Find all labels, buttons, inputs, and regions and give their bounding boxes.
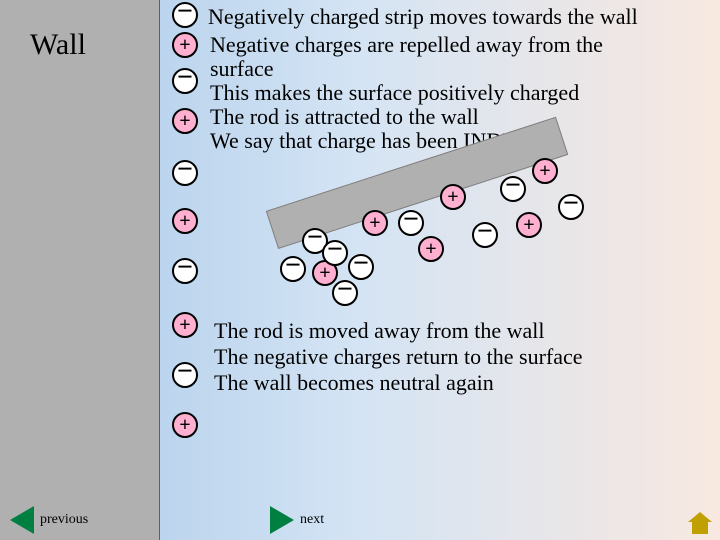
plus-charge-icon: + bbox=[172, 32, 198, 58]
minus-charge-icon: − bbox=[398, 210, 424, 236]
minus-charge-icon: − bbox=[172, 68, 198, 94]
arrow-left-icon bbox=[10, 506, 34, 534]
plus-charge-icon: + bbox=[532, 158, 558, 184]
caption-line: Negatively charged strip moves towards t… bbox=[208, 4, 638, 30]
plus-charge-icon: + bbox=[172, 312, 198, 338]
minus-charge-icon: − bbox=[172, 2, 198, 28]
next-label: next bbox=[300, 512, 324, 528]
minus-charge-icon: − bbox=[558, 194, 584, 220]
plus-charge-icon: + bbox=[362, 210, 388, 236]
caption-line: This makes the surface positively charge… bbox=[210, 80, 579, 106]
minus-charge-icon: − bbox=[172, 258, 198, 284]
caption-line: The rod is attracted to the wall bbox=[210, 104, 479, 130]
minus-charge-icon: − bbox=[348, 254, 374, 280]
plus-charge-icon: + bbox=[418, 236, 444, 262]
plus-charge-icon: + bbox=[172, 412, 198, 438]
caption-line: Negative charges are repelled away from … bbox=[210, 32, 603, 58]
caption-line: The rod is moved away from the wall bbox=[214, 318, 545, 344]
caption-line: surface bbox=[210, 56, 274, 82]
home-icon[interactable] bbox=[688, 512, 712, 534]
plus-charge-icon: + bbox=[172, 108, 198, 134]
minus-charge-icon: − bbox=[172, 362, 198, 388]
caption-line: The wall becomes neutral again bbox=[214, 370, 494, 396]
minus-charge-icon: − bbox=[322, 240, 348, 266]
minus-charge-icon: − bbox=[332, 280, 358, 306]
previous-label: previous bbox=[40, 512, 88, 528]
minus-charge-icon: − bbox=[172, 160, 198, 186]
plus-charge-icon: + bbox=[440, 184, 466, 210]
wall-label: Wall bbox=[30, 28, 86, 62]
previous-button[interactable]: previous bbox=[10, 506, 88, 534]
minus-charge-icon: − bbox=[500, 176, 526, 202]
plus-charge-icon: + bbox=[516, 212, 542, 238]
wall-region bbox=[0, 0, 160, 540]
minus-charge-icon: − bbox=[472, 222, 498, 248]
plus-charge-icon: + bbox=[172, 208, 198, 234]
minus-charge-icon: − bbox=[280, 256, 306, 282]
caption-line: The negative charges return to the surfa… bbox=[214, 344, 583, 370]
arrow-right-icon bbox=[270, 506, 294, 534]
next-button[interactable]: next bbox=[270, 506, 324, 534]
